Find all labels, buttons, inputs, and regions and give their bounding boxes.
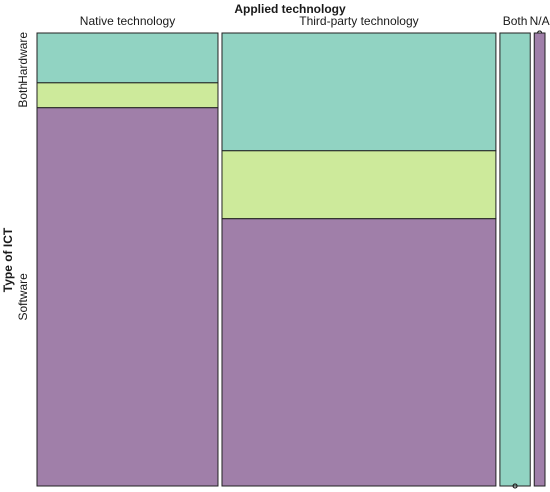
mosaic-tiles bbox=[36, 30, 546, 489]
tile-native-technology-software bbox=[36, 107, 219, 487]
tile-third-party-technology-hardware bbox=[221, 32, 497, 152]
y-axis-label: Type of ICT bbox=[1, 227, 15, 292]
column-label-native-technology: Native technology bbox=[80, 14, 175, 28]
row-label-hardware: Hardware bbox=[16, 32, 30, 84]
empty-cell-both-software bbox=[512, 483, 518, 489]
tile-third-party-technology-software bbox=[221, 218, 497, 487]
column-labels: Native technology Third-party technology B… bbox=[80, 14, 550, 28]
tile-native-technology-both bbox=[36, 82, 219, 109]
tile-both-hardware bbox=[499, 32, 531, 487]
column-label-n-a: N/A bbox=[530, 14, 550, 28]
tile-third-party-technology-both bbox=[221, 150, 497, 220]
column-label-third-party-technology: Third-party technology bbox=[299, 14, 418, 28]
column-label-both: Both bbox=[503, 14, 528, 28]
chart-title: Applied technology bbox=[234, 2, 346, 16]
row-label-software: Software bbox=[16, 273, 30, 321]
tile-native-technology-hardware bbox=[36, 32, 219, 84]
tile-n-a-software bbox=[533, 32, 546, 487]
row-label-both: Both bbox=[16, 83, 30, 108]
